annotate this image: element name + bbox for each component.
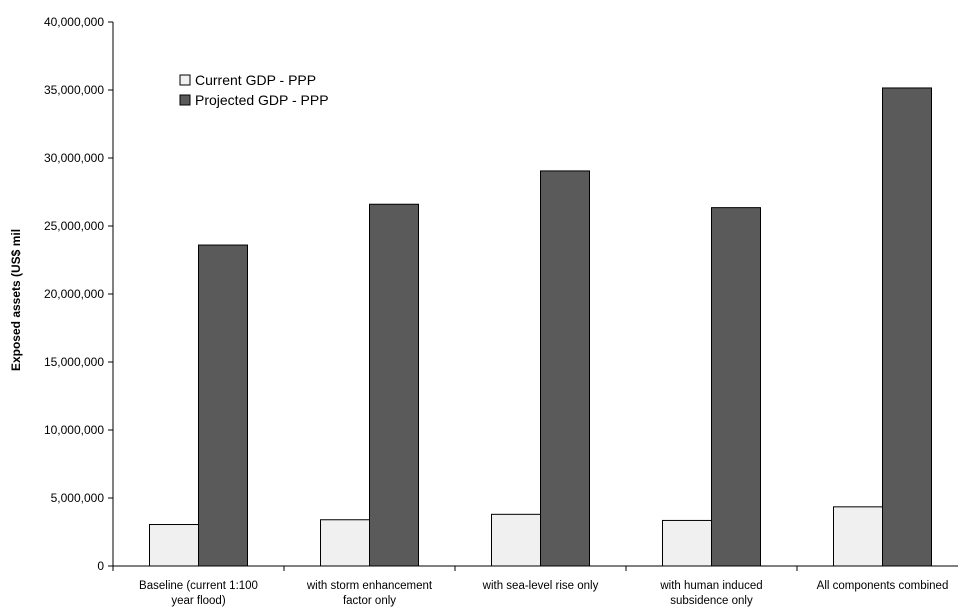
bar-current-gdp-ppp-3: [662, 519, 712, 567]
legend: Current GDP - PPP Projected GDP - PPP: [179, 72, 329, 108]
bar-projected-gdp-ppp-4: [882, 87, 932, 567]
y-tick-label: 40,000,000: [44, 15, 104, 29]
x-tick-label: Baseline (current 1:100 year flood): [139, 580, 258, 607]
y-tick-label: 25,000,000: [44, 219, 104, 233]
y-tick-label: 15,000,000: [44, 355, 104, 369]
y-tick-label: 30,000,000: [44, 151, 104, 165]
y-tick-label: 10,000,000: [44, 423, 104, 437]
bar-current-gdp-ppp-1: [320, 519, 370, 567]
bar-projected-gdp-ppp-1: [369, 203, 419, 567]
x-tick-label: with storm enhancement factor only: [306, 580, 433, 607]
y-tick-label: 20,000,000: [44, 287, 104, 301]
bar-projected-gdp-ppp-0: [198, 244, 248, 567]
bar-current-gdp-ppp-0: [149, 524, 199, 567]
bar-projected-gdp-ppp-2: [540, 170, 590, 567]
x-tick-label: with human induced subsidence only: [659, 580, 762, 607]
bar-projected-gdp-ppp-3: [711, 207, 761, 567]
legend-label: Current GDP - PPP: [195, 72, 316, 88]
bar-current-gdp-ppp-4: [833, 506, 883, 567]
y-axis: 0 5,000,000 10,000,000 15,000,000 20,000,000…: [44, 15, 114, 573]
bars: [149, 87, 932, 567]
x-tick-label: with sea-level rise only: [482, 580, 599, 592]
x-tick-label: All components combined: [817, 580, 949, 592]
y-tick-label: 5,000,000: [51, 491, 105, 505]
legend-swatch: [179, 94, 191, 106]
legend-label: Projected GDP - PPP: [195, 92, 329, 108]
y-axis-title: Exposed assets (US$ mil: [9, 229, 23, 371]
y-tick-label: 0: [97, 559, 104, 573]
y-tick-label: 35,000,000: [44, 83, 104, 97]
x-axis: Baseline (current 1:100 year flood) with s…: [112, 565, 958, 607]
legend-swatch: [179, 74, 191, 86]
bar-current-gdp-ppp-2: [491, 513, 541, 567]
